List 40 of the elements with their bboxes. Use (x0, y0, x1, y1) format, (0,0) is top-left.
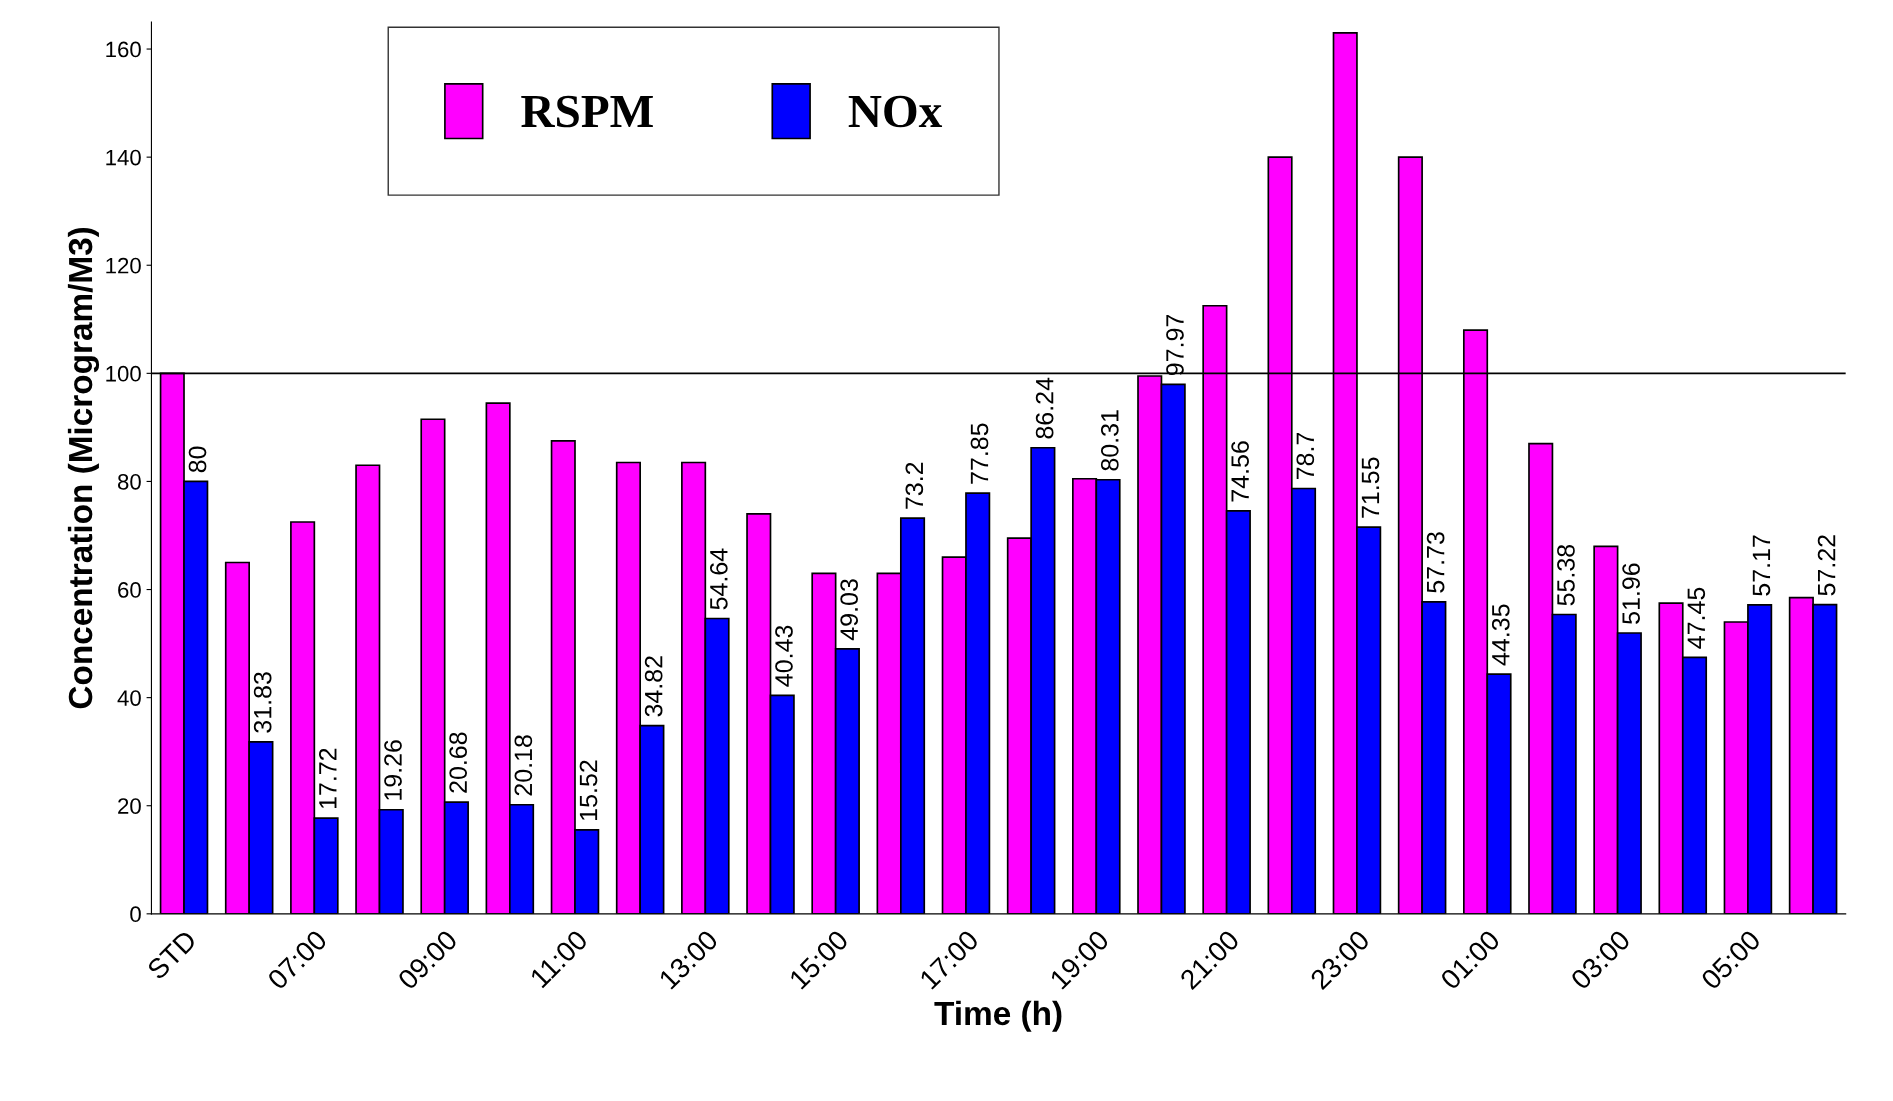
data-label: 51.96 (1622, 563, 1640, 624)
y-tick-label: 40 (117, 690, 141, 706)
data-label: 44.35 (1491, 604, 1510, 666)
data-label: 86.24 (1035, 377, 1054, 439)
data-label: 47.45 (1687, 587, 1706, 649)
data-label: 80.31 (1100, 410, 1119, 471)
y-tick-label: 60 (118, 582, 141, 598)
data-label: 77.85 (970, 423, 989, 484)
y-tick-label: 0 (130, 906, 141, 923)
data-label: 40.43 (775, 625, 793, 687)
y-tick-label: 100 (106, 365, 141, 382)
data-label: 19.26 (384, 740, 402, 800)
y-tick-label: 80 (117, 473, 141, 490)
data-label: 20.18 (514, 735, 533, 796)
x-tick-label: STD (146, 929, 198, 981)
data-label: 31.83 (253, 672, 272, 733)
data-label: 97.97 (1166, 314, 1184, 376)
y-tick-label: 160 (106, 41, 141, 58)
y-tick-label: 120 (106, 257, 141, 274)
data-label: 15.52 (579, 760, 598, 820)
data-label: 74.56 (1231, 441, 1249, 502)
y-tick-label: 140 (106, 149, 141, 166)
y-axis-title: Concentration (Microgram/M3) (67, 227, 100, 709)
data-label: 49.03 (840, 579, 858, 641)
data-label: 34.82 (644, 656, 663, 717)
data-label: 78.7 (1296, 432, 1315, 480)
x-axis-title: Time (h) (934, 1000, 1062, 1032)
data-label: 80 (188, 446, 207, 473)
legend-label: NOx (848, 95, 943, 128)
legend-label: RSPM (521, 95, 653, 128)
data-label: 54.64 (709, 548, 728, 610)
data-label: 71.55 (1361, 457, 1380, 518)
data-label: 55.38 (1557, 544, 1575, 606)
data-label: 73.2 (905, 462, 924, 509)
data-label: 20.68 (449, 732, 468, 793)
data-label: 57.22 (1817, 535, 1836, 596)
data-label: 17.72 (318, 748, 337, 809)
data-label: 57.73 (1426, 532, 1445, 593)
y-tick-label: 20 (118, 798, 141, 814)
data-label: 57.17 (1752, 535, 1771, 596)
